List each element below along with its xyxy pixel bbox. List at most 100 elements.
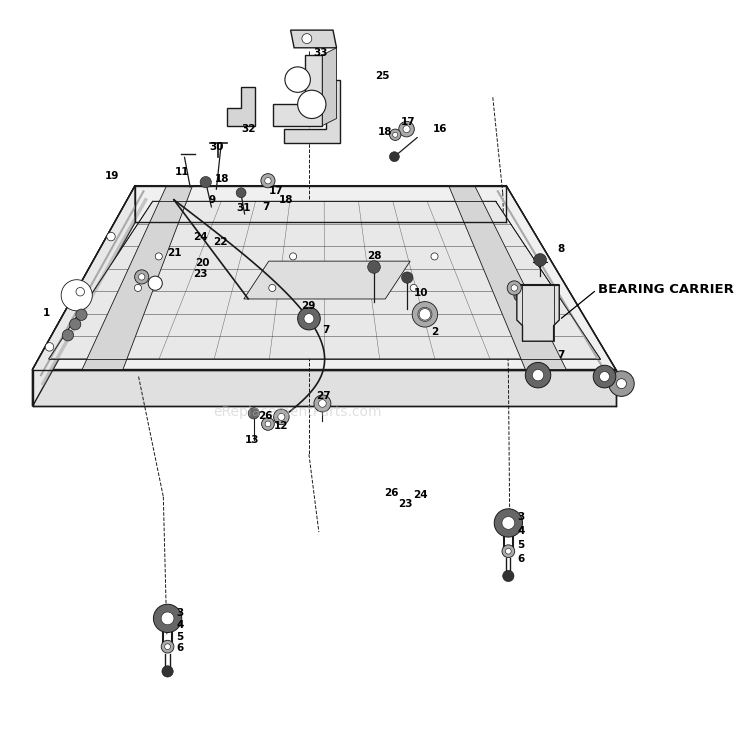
Polygon shape: [322, 48, 337, 126]
Circle shape: [165, 644, 170, 650]
Circle shape: [70, 319, 81, 330]
Circle shape: [298, 307, 320, 330]
Text: 17: 17: [400, 117, 416, 127]
Circle shape: [268, 285, 276, 291]
Text: 2: 2: [431, 327, 439, 337]
Circle shape: [511, 285, 518, 291]
Circle shape: [389, 129, 401, 140]
Text: 28: 28: [367, 251, 381, 262]
Text: 5: 5: [177, 632, 184, 641]
Circle shape: [403, 126, 410, 132]
Text: 10: 10: [413, 288, 428, 298]
Text: 7: 7: [558, 350, 565, 361]
Text: 33: 33: [313, 48, 328, 58]
Polygon shape: [506, 185, 616, 406]
Circle shape: [410, 285, 417, 291]
Circle shape: [401, 272, 413, 283]
Text: 31: 31: [237, 203, 251, 214]
Circle shape: [599, 372, 610, 381]
Text: 5: 5: [518, 540, 525, 550]
Circle shape: [514, 290, 525, 302]
Text: 1: 1: [43, 308, 50, 318]
Circle shape: [154, 605, 182, 633]
Circle shape: [418, 307, 432, 321]
Circle shape: [532, 370, 544, 381]
Circle shape: [609, 371, 634, 396]
Text: 11: 11: [176, 166, 190, 177]
Polygon shape: [32, 185, 135, 406]
Text: 30: 30: [209, 142, 224, 151]
Circle shape: [106, 232, 116, 241]
Circle shape: [161, 640, 174, 653]
Text: 8: 8: [557, 245, 564, 254]
Circle shape: [304, 313, 314, 324]
Polygon shape: [32, 185, 135, 406]
Circle shape: [134, 285, 142, 291]
Circle shape: [368, 261, 380, 273]
Polygon shape: [448, 185, 566, 370]
Circle shape: [525, 362, 550, 388]
Circle shape: [285, 67, 310, 92]
Circle shape: [274, 409, 290, 425]
Circle shape: [507, 281, 521, 295]
Circle shape: [261, 174, 275, 188]
Text: 29: 29: [301, 301, 316, 311]
Circle shape: [319, 400, 326, 407]
Circle shape: [248, 408, 259, 419]
Circle shape: [534, 253, 547, 266]
Text: BEARING CARRIER: BEARING CARRIER: [598, 283, 734, 296]
Text: 27: 27: [316, 392, 331, 401]
Circle shape: [135, 270, 148, 284]
Text: 18: 18: [279, 195, 293, 205]
Circle shape: [236, 188, 246, 198]
Text: 24: 24: [413, 491, 428, 500]
Text: 19: 19: [104, 171, 119, 181]
Text: eReplacementParts.com: eReplacementParts.com: [214, 405, 382, 419]
Polygon shape: [49, 201, 600, 359]
Polygon shape: [290, 30, 337, 48]
Circle shape: [200, 177, 211, 188]
Circle shape: [497, 510, 520, 533]
Circle shape: [616, 378, 626, 389]
Text: 18: 18: [377, 127, 392, 137]
Polygon shape: [273, 55, 322, 126]
Circle shape: [389, 151, 399, 162]
Circle shape: [265, 177, 272, 184]
Text: 7: 7: [322, 325, 329, 335]
Circle shape: [314, 395, 331, 412]
Circle shape: [278, 413, 285, 420]
Circle shape: [419, 309, 430, 320]
Text: 32: 32: [241, 124, 256, 134]
Circle shape: [593, 365, 616, 388]
Circle shape: [162, 666, 173, 677]
Circle shape: [298, 90, 326, 118]
Polygon shape: [284, 80, 340, 143]
Text: 16: 16: [433, 124, 447, 134]
Text: 4: 4: [176, 621, 184, 630]
Circle shape: [503, 517, 513, 526]
Circle shape: [494, 508, 523, 537]
Text: 13: 13: [245, 435, 260, 445]
Circle shape: [62, 279, 92, 311]
Circle shape: [316, 398, 328, 409]
Circle shape: [76, 287, 85, 296]
Text: 26: 26: [259, 411, 273, 421]
Text: 17: 17: [269, 186, 284, 197]
Circle shape: [262, 418, 274, 430]
Circle shape: [139, 273, 145, 280]
Circle shape: [502, 545, 515, 557]
Polygon shape: [32, 185, 616, 370]
Text: 22: 22: [213, 237, 227, 248]
Circle shape: [302, 34, 312, 44]
Text: 23: 23: [193, 269, 207, 279]
Polygon shape: [517, 285, 560, 341]
Circle shape: [502, 517, 515, 529]
Text: 9: 9: [209, 195, 216, 205]
Circle shape: [506, 548, 512, 554]
Text: 24: 24: [194, 231, 208, 242]
Text: 25: 25: [375, 71, 390, 81]
Text: 3: 3: [518, 511, 525, 522]
Circle shape: [520, 299, 530, 309]
Text: 6: 6: [518, 554, 525, 564]
Circle shape: [431, 253, 438, 260]
